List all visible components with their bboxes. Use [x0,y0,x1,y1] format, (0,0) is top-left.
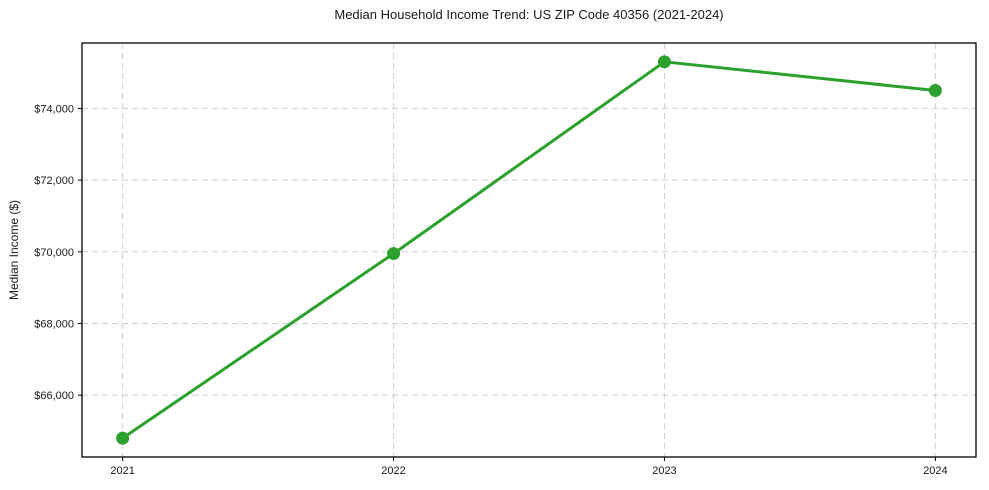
x-tick-label: 2021 [110,465,134,477]
chart-title: Median Household Income Trend: US ZIP Co… [334,7,724,22]
data-point-marker [387,247,401,261]
plot-border [81,42,977,458]
y-tick-label: $74,000 [34,103,74,115]
y-tick-label: $72,000 [34,175,74,187]
y-tick-label: $68,000 [34,318,74,330]
y-tick-label: $66,000 [34,390,74,402]
trend-line [121,60,937,440]
data-point-marker [657,55,671,69]
x-tick-label: 2024 [923,465,947,477]
y-tick-label: $70,000 [34,247,74,259]
x-tick-label: 2022 [381,465,405,477]
data-point-marker [928,83,942,97]
data-point-marker [116,431,130,445]
x-tick-label: 2023 [652,465,676,477]
